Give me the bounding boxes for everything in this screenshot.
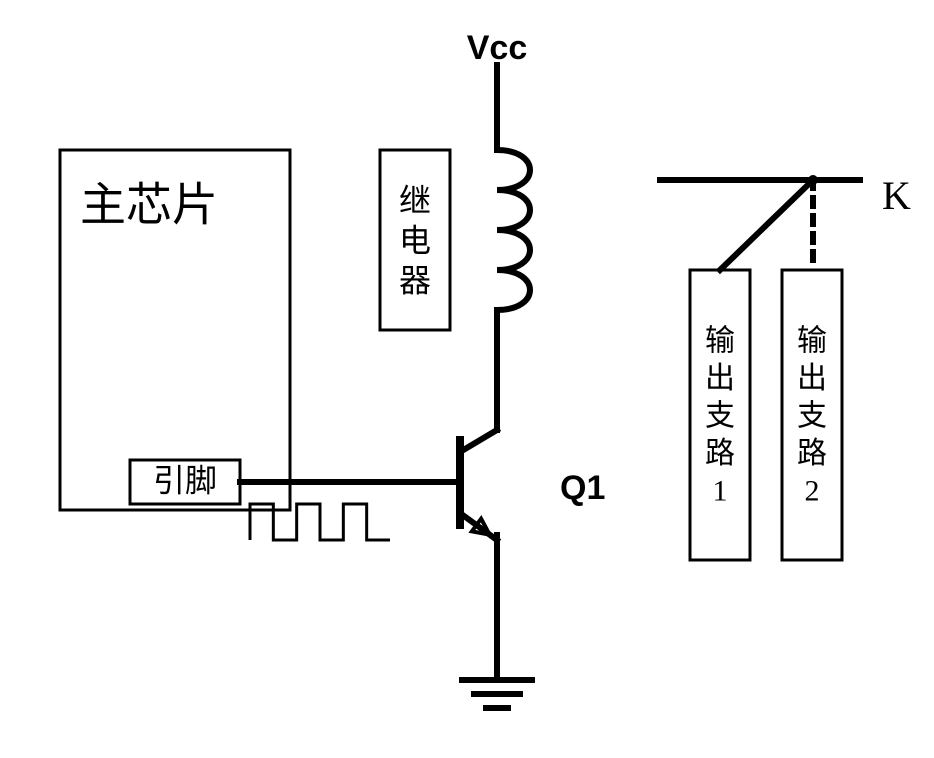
branch-2-label [782, 270, 842, 560]
chip-label: 主芯片 [80, 180, 218, 231]
q1-label: Q1 [560, 469, 605, 507]
relay-coil [497, 150, 530, 310]
relay-label [380, 150, 450, 330]
branch-1-label [690, 270, 750, 560]
switch-arm [720, 180, 813, 270]
k-label: K [882, 173, 911, 218]
pin-label: 引脚 [153, 462, 217, 498]
q1-collector [460, 430, 497, 452]
vcc-label: Vcc [467, 29, 528, 67]
